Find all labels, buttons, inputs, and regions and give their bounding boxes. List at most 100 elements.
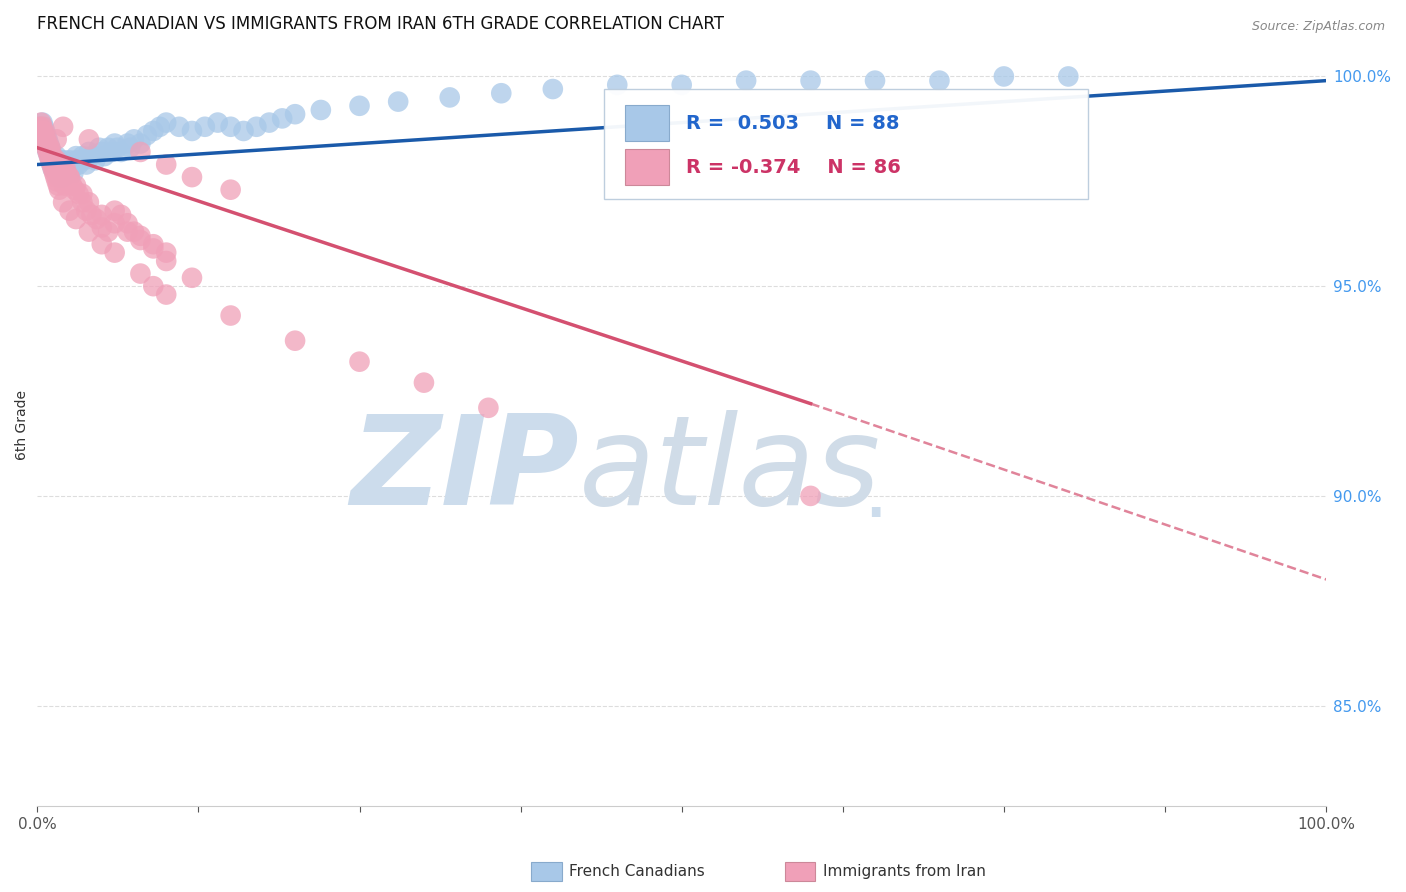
Point xyxy=(80,149,103,163)
Point xyxy=(181,170,204,185)
Point xyxy=(34,128,56,143)
Point xyxy=(155,287,177,301)
Point xyxy=(77,132,100,146)
Point xyxy=(863,73,886,87)
Point xyxy=(48,183,70,197)
Point xyxy=(181,270,204,285)
Point xyxy=(129,136,152,151)
Text: French Canadians: French Canadians xyxy=(569,864,706,879)
Point xyxy=(129,228,152,243)
Point xyxy=(39,141,62,155)
Point xyxy=(41,157,63,171)
Point xyxy=(51,170,73,185)
Point xyxy=(32,120,55,134)
Point xyxy=(606,78,628,92)
Point xyxy=(117,216,139,230)
Point xyxy=(477,401,499,415)
Point xyxy=(219,183,242,197)
Text: Source: ZipAtlas.com: Source: ZipAtlas.com xyxy=(1251,20,1385,33)
Point xyxy=(77,145,100,159)
Point xyxy=(30,124,52,138)
Point xyxy=(53,178,76,193)
Point xyxy=(181,124,204,138)
Point xyxy=(63,183,86,197)
Point xyxy=(541,82,564,96)
Point xyxy=(65,149,87,163)
Point xyxy=(39,145,62,159)
Point xyxy=(142,241,165,255)
Point xyxy=(42,149,65,163)
FancyBboxPatch shape xyxy=(626,105,669,141)
Point xyxy=(37,145,59,159)
Text: Immigrants from Iran: Immigrants from Iran xyxy=(823,864,986,879)
Point xyxy=(44,157,66,171)
Point xyxy=(387,95,409,109)
Point xyxy=(30,124,52,138)
Point xyxy=(41,157,63,171)
Point xyxy=(38,136,60,151)
Point xyxy=(309,103,332,117)
Point xyxy=(219,309,242,323)
Point xyxy=(72,195,94,210)
FancyBboxPatch shape xyxy=(626,149,669,185)
Point xyxy=(52,170,75,185)
Point xyxy=(105,141,128,155)
Point xyxy=(53,153,76,168)
Text: ZIP: ZIP xyxy=(350,410,579,531)
Point xyxy=(104,136,127,151)
Point xyxy=(90,145,112,159)
Point xyxy=(32,132,55,146)
Point xyxy=(735,73,758,87)
Point xyxy=(167,120,190,134)
Point xyxy=(42,153,65,168)
Point xyxy=(52,120,75,134)
Point xyxy=(928,73,950,87)
Point xyxy=(86,212,108,227)
Point xyxy=(93,149,115,163)
Point xyxy=(245,120,267,134)
Point xyxy=(52,161,75,176)
Point xyxy=(59,157,82,171)
Point xyxy=(80,208,103,222)
Point xyxy=(38,141,60,155)
Point xyxy=(65,212,87,227)
Text: atlas: atlas xyxy=(579,410,880,531)
Point xyxy=(31,128,53,143)
Point xyxy=(75,157,97,171)
Point xyxy=(194,120,217,134)
Point xyxy=(413,376,436,390)
Point xyxy=(38,149,60,163)
Point xyxy=(259,115,281,129)
Point xyxy=(89,141,111,155)
Point xyxy=(28,120,51,134)
Point xyxy=(37,145,59,159)
Point xyxy=(271,112,294,126)
Point xyxy=(45,149,67,163)
Point xyxy=(155,157,177,171)
Point xyxy=(1057,70,1080,84)
Point xyxy=(58,203,80,218)
Point xyxy=(58,170,80,185)
Point xyxy=(104,245,127,260)
Point xyxy=(75,203,97,218)
Point xyxy=(284,107,307,121)
Point xyxy=(117,225,139,239)
Point xyxy=(32,124,55,138)
Point xyxy=(45,161,67,176)
Point xyxy=(56,166,79,180)
Point xyxy=(52,174,75,188)
Point xyxy=(37,136,59,151)
Point xyxy=(45,161,67,176)
Point xyxy=(35,141,58,155)
Point xyxy=(31,115,53,129)
Point xyxy=(129,145,152,159)
Point xyxy=(34,136,56,151)
Point xyxy=(42,149,65,163)
Point xyxy=(120,141,142,155)
Point xyxy=(42,153,65,168)
Point xyxy=(35,128,58,143)
Point xyxy=(97,225,120,239)
Point xyxy=(67,157,90,171)
Point xyxy=(32,132,55,146)
Point xyxy=(491,87,513,101)
